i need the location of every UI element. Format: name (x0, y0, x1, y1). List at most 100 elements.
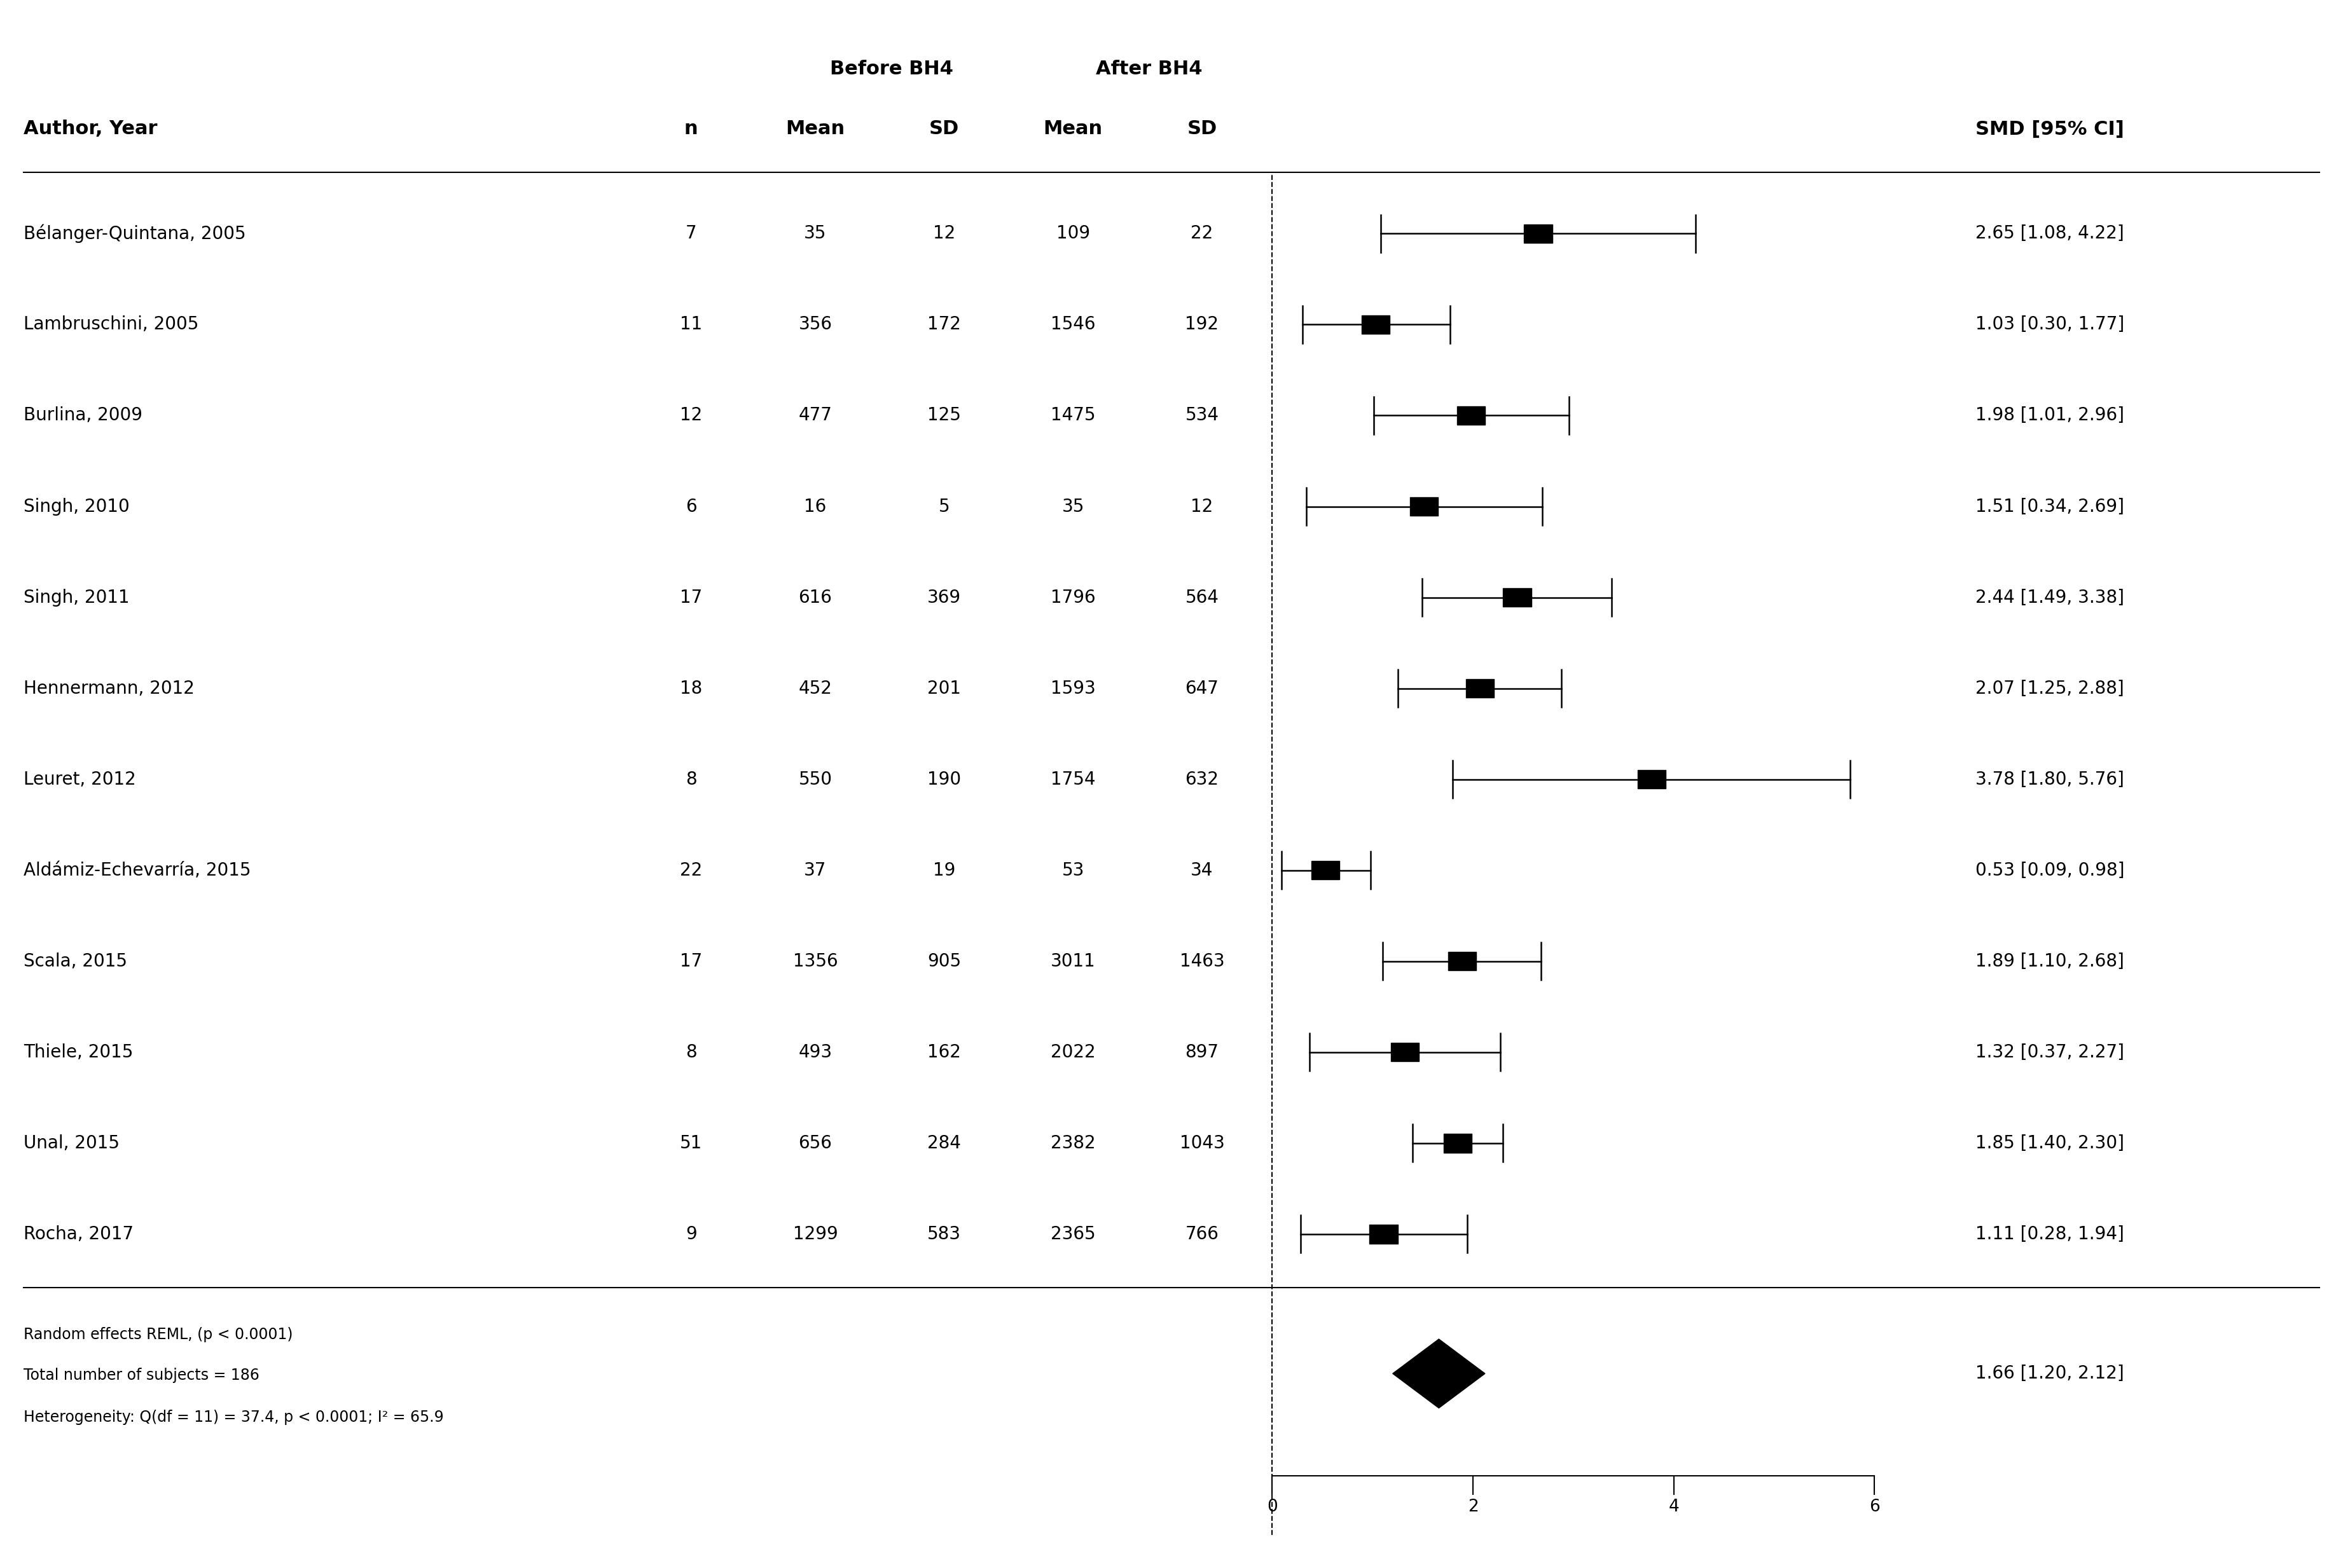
Text: 1356: 1356 (792, 952, 839, 971)
Text: 6: 6 (686, 497, 696, 516)
Text: 2.65 [1.08, 4.22]: 2.65 [1.08, 4.22] (1975, 224, 2123, 243)
FancyBboxPatch shape (1410, 497, 1439, 516)
Text: 905: 905 (928, 952, 961, 971)
Text: 1.89 [1.10, 2.68]: 1.89 [1.10, 2.68] (1975, 952, 2123, 971)
Text: Lambruschini, 2005: Lambruschini, 2005 (23, 315, 199, 334)
Text: 34: 34 (1190, 861, 1214, 880)
Text: 284: 284 (928, 1134, 961, 1152)
Text: 1.66 [1.20, 2.12]: 1.66 [1.20, 2.12] (1975, 1364, 2123, 1383)
Text: 12: 12 (1190, 497, 1214, 516)
Text: 2365: 2365 (1050, 1225, 1097, 1243)
Text: Singh, 2011: Singh, 2011 (23, 588, 129, 607)
Text: 2.07 [1.25, 2.88]: 2.07 [1.25, 2.88] (1975, 679, 2123, 698)
FancyBboxPatch shape (1467, 679, 1495, 698)
Text: Mean: Mean (785, 119, 846, 138)
Text: Burlina, 2009: Burlina, 2009 (23, 406, 143, 425)
Text: SD: SD (930, 119, 958, 138)
Text: Mean: Mean (1043, 119, 1104, 138)
Text: 6: 6 (1870, 1499, 1879, 1516)
Text: 2382: 2382 (1050, 1134, 1097, 1152)
Text: 51: 51 (679, 1134, 703, 1152)
FancyBboxPatch shape (1448, 952, 1476, 971)
Text: SMD [95% CI]: SMD [95% CI] (1975, 119, 2123, 138)
Text: 632: 632 (1186, 770, 1218, 789)
Text: 12: 12 (933, 224, 956, 243)
Text: 3011: 3011 (1050, 952, 1097, 971)
Text: Rocha, 2017: Rocha, 2017 (23, 1225, 134, 1243)
Text: Total number of subjects = 186: Total number of subjects = 186 (23, 1367, 260, 1383)
Text: 1.85 [1.40, 2.30]: 1.85 [1.40, 2.30] (1975, 1134, 2125, 1152)
Text: 2.44 [1.49, 3.38]: 2.44 [1.49, 3.38] (1975, 588, 2125, 607)
Text: n: n (684, 119, 698, 138)
Text: 2: 2 (1467, 1499, 1478, 1516)
FancyBboxPatch shape (1392, 1043, 1420, 1062)
Text: 7: 7 (686, 224, 696, 243)
Text: 172: 172 (928, 315, 961, 334)
Text: 0: 0 (1268, 1499, 1277, 1516)
Text: 12: 12 (679, 406, 703, 425)
Text: Scala, 2015: Scala, 2015 (23, 952, 127, 971)
Text: 35: 35 (1061, 497, 1085, 516)
FancyBboxPatch shape (1504, 588, 1532, 607)
Text: 125: 125 (928, 406, 961, 425)
Text: Singh, 2010: Singh, 2010 (23, 497, 129, 516)
Text: 452: 452 (799, 679, 832, 698)
Text: 656: 656 (799, 1134, 832, 1152)
Text: 5: 5 (940, 497, 949, 516)
Text: Unal, 2015: Unal, 2015 (23, 1134, 119, 1152)
Text: 201: 201 (928, 679, 961, 698)
Text: 192: 192 (1186, 315, 1218, 334)
Text: 564: 564 (1186, 588, 1218, 607)
Text: 190: 190 (928, 770, 961, 789)
Text: 35: 35 (804, 224, 827, 243)
Text: 477: 477 (799, 406, 832, 425)
Text: 766: 766 (1186, 1225, 1218, 1243)
Text: Leuret, 2012: Leuret, 2012 (23, 770, 136, 789)
Text: 1.11 [0.28, 1.94]: 1.11 [0.28, 1.94] (1975, 1225, 2123, 1243)
Text: 162: 162 (928, 1043, 961, 1062)
Text: 17: 17 (679, 952, 703, 971)
Text: 1.51 [0.34, 2.69]: 1.51 [0.34, 2.69] (1975, 497, 2125, 516)
Text: 1546: 1546 (1050, 315, 1097, 334)
FancyBboxPatch shape (1443, 1134, 1471, 1152)
Text: 356: 356 (799, 315, 832, 334)
Text: 1043: 1043 (1179, 1134, 1225, 1152)
FancyBboxPatch shape (1525, 224, 1553, 243)
Text: 1.98 [1.01, 2.96]: 1.98 [1.01, 2.96] (1975, 406, 2125, 425)
Text: 2022: 2022 (1050, 1043, 1097, 1062)
Text: 22: 22 (1190, 224, 1214, 243)
Text: 534: 534 (1186, 406, 1218, 425)
Text: 1754: 1754 (1050, 770, 1097, 789)
Text: 493: 493 (799, 1043, 832, 1062)
Text: 1796: 1796 (1050, 588, 1097, 607)
Text: 897: 897 (1186, 1043, 1218, 1062)
Text: 0.53 [0.09, 0.98]: 0.53 [0.09, 0.98] (1975, 861, 2125, 880)
Text: 18: 18 (679, 679, 703, 698)
Text: 109: 109 (1057, 224, 1089, 243)
Text: 8: 8 (686, 770, 696, 789)
Polygon shape (1392, 1339, 1485, 1408)
Text: 369: 369 (928, 588, 961, 607)
Text: Random effects REML, (p < 0.0001): Random effects REML, (p < 0.0001) (23, 1327, 293, 1342)
Text: 9: 9 (686, 1225, 696, 1243)
Text: 616: 616 (799, 588, 832, 607)
Text: Before BH4: Before BH4 (829, 60, 954, 78)
Text: 1.03 [0.30, 1.77]: 1.03 [0.30, 1.77] (1975, 315, 2125, 334)
Text: 16: 16 (804, 497, 827, 516)
Text: 19: 19 (933, 861, 956, 880)
Text: 3.78 [1.80, 5.76]: 3.78 [1.80, 5.76] (1975, 770, 2123, 789)
Text: 11: 11 (679, 315, 703, 334)
Text: 4: 4 (1668, 1499, 1680, 1516)
Text: 1463: 1463 (1179, 952, 1225, 971)
Text: SD: SD (1188, 119, 1216, 138)
FancyBboxPatch shape (1361, 315, 1389, 334)
Text: 647: 647 (1186, 679, 1218, 698)
FancyBboxPatch shape (1457, 406, 1485, 425)
Text: 1.32 [0.37, 2.27]: 1.32 [0.37, 2.27] (1975, 1043, 2125, 1062)
Text: Hennermann, 2012: Hennermann, 2012 (23, 679, 194, 698)
Text: 1299: 1299 (792, 1225, 839, 1243)
Text: 583: 583 (928, 1225, 961, 1243)
Text: Author, Year: Author, Year (23, 119, 157, 138)
Text: Bélanger-Quintana, 2005: Bélanger-Quintana, 2005 (23, 224, 246, 243)
FancyBboxPatch shape (1312, 861, 1340, 880)
